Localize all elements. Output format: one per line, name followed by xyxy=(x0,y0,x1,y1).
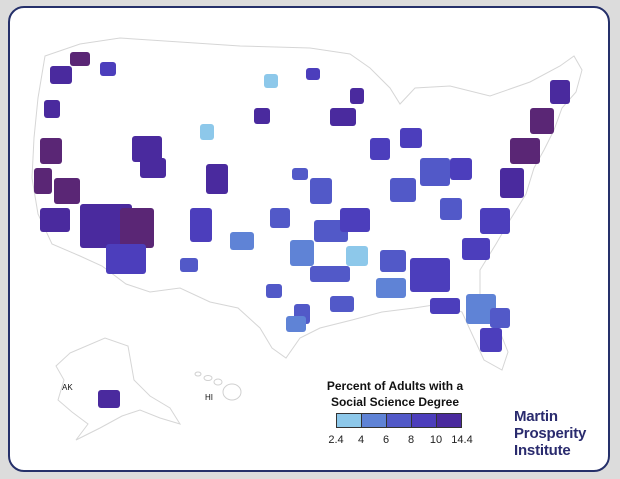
logo-line3: Institute xyxy=(514,442,571,459)
metro-region xyxy=(450,158,472,180)
legend-tick: 8 xyxy=(407,434,415,446)
legend-swatch xyxy=(362,414,387,427)
metro-region xyxy=(100,62,116,76)
metro-region xyxy=(40,208,70,232)
metro-region xyxy=(480,208,510,234)
metro-region xyxy=(206,164,228,194)
us-map xyxy=(31,37,583,441)
metro-region xyxy=(350,88,364,104)
legend-title-line1: Percent of Adults with a xyxy=(326,379,464,393)
legend-swatch xyxy=(337,414,362,427)
metro-region xyxy=(286,316,306,332)
metro-region xyxy=(330,108,356,126)
metro-regions xyxy=(34,52,570,408)
metro-region xyxy=(410,258,450,292)
metro-region xyxy=(254,108,270,124)
legend-tick: 2.4 xyxy=(328,434,344,446)
legend-title: Percent of Adults with a Social Science … xyxy=(300,378,490,410)
metro-region xyxy=(390,178,416,202)
metro-region xyxy=(98,390,120,408)
legend-tick: 14.4 xyxy=(451,434,473,446)
legend-tick: 4 xyxy=(357,434,365,446)
metro-region xyxy=(550,80,570,104)
metro-region xyxy=(380,250,406,272)
legend-swatch xyxy=(412,414,437,427)
metro-region xyxy=(370,138,390,160)
metro-region xyxy=(80,204,132,248)
legend-tick: 10 xyxy=(429,434,443,446)
legend-swatch xyxy=(387,414,412,427)
metro-region xyxy=(44,100,60,118)
metro-region xyxy=(292,168,308,180)
metro-region xyxy=(34,168,52,194)
metro-region xyxy=(40,138,62,164)
metro-region xyxy=(490,308,510,328)
logo-line2: Prosperity xyxy=(514,425,587,442)
metro-region xyxy=(510,138,540,164)
metro-region xyxy=(310,178,332,204)
legend-tick: 6 xyxy=(382,434,390,446)
metro-region xyxy=(530,108,554,134)
metro-region xyxy=(132,136,162,162)
metro-region xyxy=(462,238,490,260)
metro-region xyxy=(270,208,290,228)
hawaii-shape xyxy=(194,371,242,401)
metro-region xyxy=(140,158,166,178)
metro-region xyxy=(440,198,462,220)
legend-color-bar xyxy=(336,413,462,428)
metro-region xyxy=(346,246,368,266)
legend-swatch xyxy=(437,414,461,427)
metro-region xyxy=(50,66,72,84)
metro-region xyxy=(54,178,80,204)
metro-region xyxy=(314,220,348,242)
metro-region xyxy=(70,52,90,66)
metro-region xyxy=(266,284,282,298)
hawaii-label: HI xyxy=(205,393,213,402)
metro-region xyxy=(376,278,406,298)
metro-region xyxy=(340,208,370,232)
metro-region xyxy=(310,266,350,282)
metro-region xyxy=(200,124,214,140)
metro-region xyxy=(120,208,154,248)
martin-prosperity-logo: Martin Prosperity Institute xyxy=(514,408,586,459)
alaska-label: AK xyxy=(62,383,73,392)
alaska-shape xyxy=(55,337,182,441)
metro-region xyxy=(264,74,278,88)
metro-region xyxy=(420,158,450,186)
metro-region xyxy=(306,68,320,80)
metro-region xyxy=(400,128,422,148)
metro-region xyxy=(290,240,314,266)
metro-region xyxy=(330,296,354,312)
metro-region xyxy=(466,294,496,324)
metro-region xyxy=(190,208,212,242)
metro-region xyxy=(230,232,254,250)
metro-region xyxy=(180,258,198,272)
metro-region xyxy=(106,244,146,274)
metro-region xyxy=(430,298,460,314)
metro-region xyxy=(500,168,524,198)
metro-region xyxy=(480,328,502,352)
legend-title-line2: Social Science Degree xyxy=(330,395,460,409)
map-frame: AK HI xyxy=(8,6,610,472)
logo-line1: Martin xyxy=(514,408,558,425)
